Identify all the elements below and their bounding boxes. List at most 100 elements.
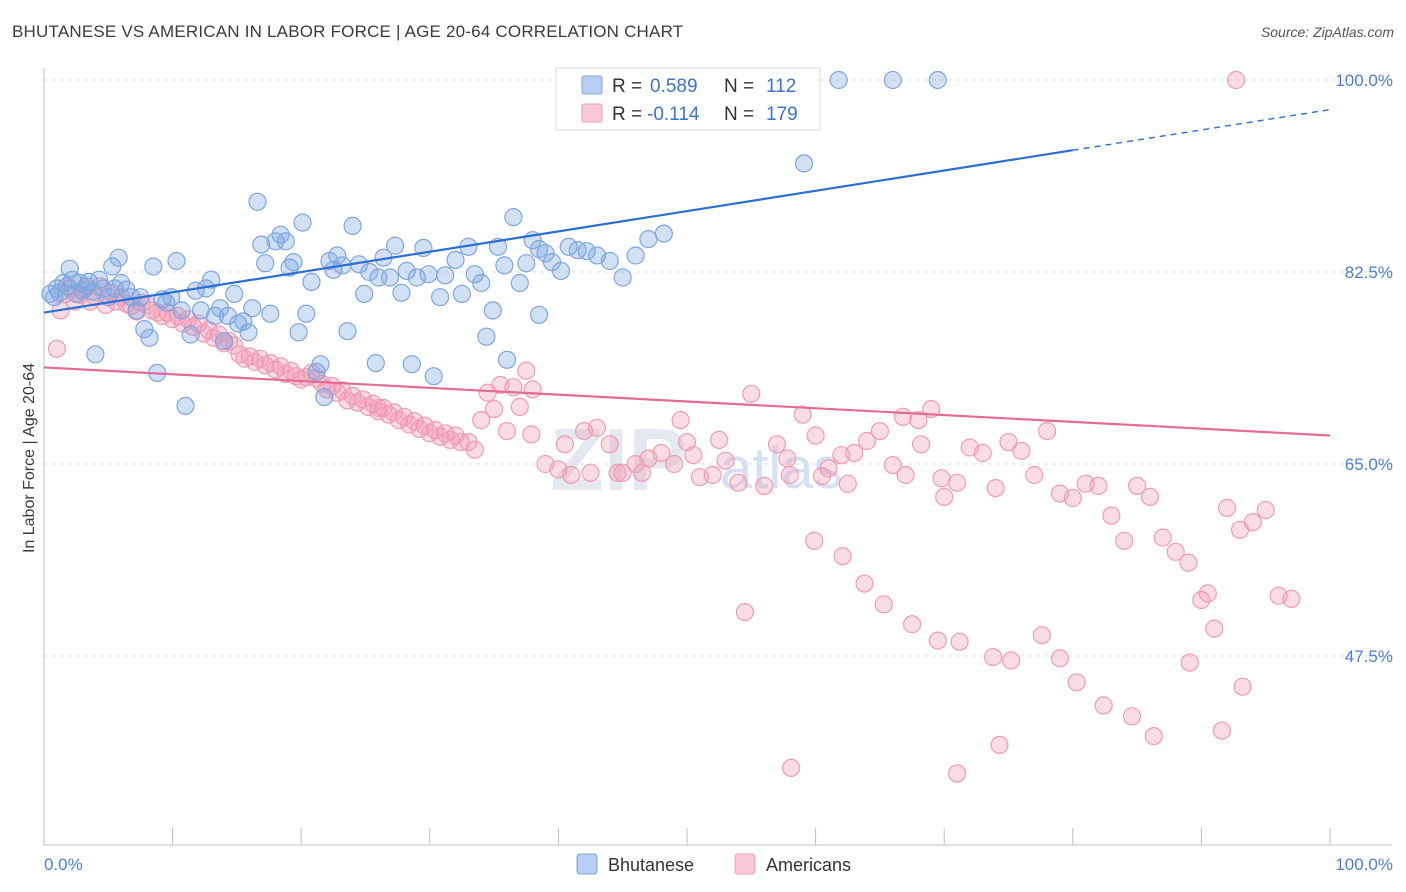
americans-point	[709, 430, 729, 449]
bhutanese-point	[397, 261, 416, 280]
bhutanese-point	[109, 248, 128, 267]
bhutanese-point	[172, 301, 191, 320]
bhutanese-point	[392, 283, 411, 302]
americans-point	[47, 339, 67, 358]
watermark-atlas: atlas	[720, 436, 843, 501]
bhutanese-point	[243, 299, 262, 318]
americans-point	[950, 632, 969, 651]
bhutanese-point	[311, 355, 330, 374]
trend-lines	[43, 108, 1331, 437]
bhutanese-point	[577, 242, 596, 261]
americans-point	[1127, 476, 1147, 495]
legend-r-label-2: R =	[612, 104, 642, 125]
bhutanese-point	[431, 288, 450, 307]
bhutanese-point	[167, 251, 186, 271]
bhutanese-point	[297, 304, 316, 323]
americans-point	[451, 433, 470, 452]
bottom-legend-swatch-americans	[734, 853, 756, 875]
americans-point	[793, 405, 812, 424]
americans-point	[986, 479, 1005, 498]
americans-point	[1205, 619, 1224, 638]
americans-point	[883, 456, 902, 475]
bhutanese-point	[360, 262, 379, 282]
legend-r-label-1: R =	[612, 76, 642, 97]
bhutanese-point	[883, 70, 902, 90]
bhutanese-point	[436, 266, 455, 285]
bhutanese-point	[293, 213, 312, 232]
legend-swatch-americans	[581, 103, 603, 123]
americans-point	[652, 443, 671, 463]
bhutanese-point	[225, 284, 244, 303]
americans-point	[1282, 589, 1301, 609]
y-tick-label: 47.5%	[1345, 647, 1393, 666]
americans-point	[204, 328, 223, 347]
americans-point	[389, 411, 408, 430]
bhutanese-point	[613, 268, 632, 287]
bhutanese-point	[504, 208, 523, 227]
x-tick-label-max: 100.0%	[1335, 855, 1393, 874]
americans-point	[742, 384, 761, 403]
americans-point	[517, 361, 536, 380]
x-tick-marks	[43, 828, 1331, 845]
bhutanese-point	[261, 304, 280, 323]
americans-point	[947, 764, 967, 783]
legend-r-value-2: -0.114	[647, 104, 700, 125]
americans-point	[838, 474, 857, 493]
americans-point	[1153, 528, 1172, 547]
americans-point	[1050, 649, 1070, 668]
americans-point	[1094, 696, 1113, 715]
americans-point	[806, 426, 825, 445]
axes	[43, 68, 1392, 846]
bhutanese-point	[284, 253, 303, 272]
americans-point	[1243, 512, 1262, 532]
bhutanese-trend-line	[43, 149, 1073, 314]
americans-point	[805, 531, 824, 550]
bhutanese-point	[328, 246, 347, 265]
bhutanese-point	[551, 261, 571, 280]
americans-point	[613, 463, 632, 482]
bhutanese-point	[626, 246, 645, 265]
bhutanese-point	[654, 224, 674, 243]
bhutanese-point	[794, 154, 814, 173]
americans-point	[266, 360, 285, 379]
bhutanese-point	[446, 250, 465, 269]
americans-point	[703, 465, 722, 485]
americans-point	[225, 336, 244, 355]
americans-point	[1032, 626, 1052, 645]
americans-point	[400, 415, 419, 434]
bhutanese-point	[211, 299, 230, 318]
americans-point	[1063, 488, 1082, 508]
chart-title: BHUTANESE VS AMERICAN IN LABOR FORCE | A…	[12, 22, 684, 41]
bhutanese-point	[517, 254, 536, 273]
americans-point	[778, 449, 797, 468]
bhutanese-point	[483, 301, 502, 320]
bhutanese-point	[214, 332, 234, 351]
y-tick-labels: 47.5% 65.0% 82.5% 100.0%	[1335, 71, 1393, 666]
americans-point	[1122, 707, 1142, 726]
bhutanese-point	[181, 325, 200, 344]
americans-point	[845, 443, 864, 463]
legend-n-label-1: N =	[724, 76, 754, 97]
legend-n-label-2: N =	[724, 104, 754, 125]
bhutanese-trend-extension	[1072, 108, 1331, 151]
americans-point	[677, 433, 697, 452]
americans-point	[1226, 70, 1246, 90]
americans-point	[600, 435, 619, 454]
americans-point	[459, 433, 478, 452]
americans-point	[983, 647, 1003, 667]
legend-swatch-bhutanese	[581, 75, 603, 95]
americans-point	[1217, 498, 1237, 517]
bottom-legend-label-bhutanese: Bhutanese	[608, 855, 694, 875]
bhutanese-point	[144, 257, 163, 276]
americans-point	[735, 602, 755, 622]
americans-point	[909, 411, 928, 430]
legend-n-value-1: 112	[766, 76, 796, 97]
americans-point	[896, 465, 915, 485]
americans-point	[431, 427, 450, 446]
americans-point	[932, 469, 951, 488]
americans-point	[1012, 441, 1031, 460]
americans-point	[523, 380, 542, 399]
x-tick-label-min: 0.0%	[44, 855, 83, 874]
americans-point	[420, 424, 439, 443]
americans-point	[1089, 476, 1108, 495]
